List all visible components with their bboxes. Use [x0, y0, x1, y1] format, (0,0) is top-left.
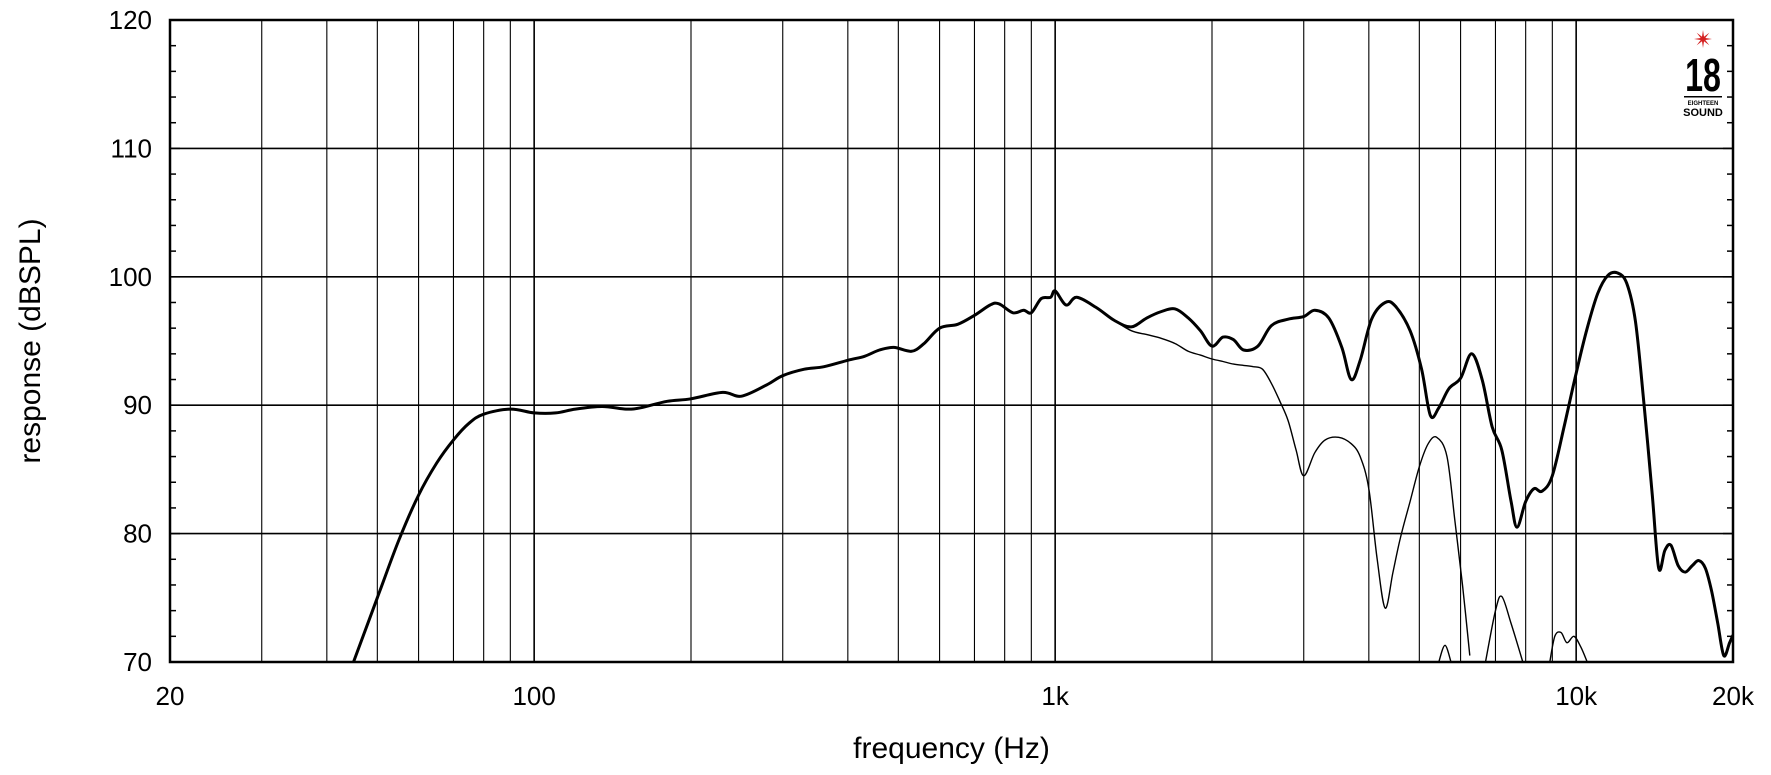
- x-axis-label: frequency (Hz): [853, 732, 1050, 765]
- x-tick-label: 20k: [1712, 681, 1755, 711]
- plot-frame: [168, 18, 1735, 664]
- logo-sound-text: SOUND: [1683, 107, 1723, 119]
- logo-number: 18: [1685, 50, 1721, 101]
- y-axis-label: response (dBSPL): [14, 218, 47, 463]
- series-line-thin: [1114, 319, 1471, 656]
- x-tick-label: 10k: [1555, 681, 1598, 711]
- series-line-thick: [352, 270, 1733, 662]
- series-layer: [352, 270, 1733, 662]
- y-tick-label: 90: [123, 390, 152, 420]
- series-line-thin-lobe: [1438, 644, 1452, 662]
- y-tick-label: 120: [109, 5, 152, 35]
- y-tick-label: 70: [123, 647, 152, 677]
- x-tick-label: 20: [156, 681, 185, 711]
- logo-star-icon: [1694, 30, 1712, 48]
- y-tick-label: 110: [111, 133, 152, 163]
- x-tick-label: 1k: [1041, 681, 1069, 711]
- y-tick-label: 100: [109, 262, 152, 292]
- series-line-thin-lobe: [1484, 595, 1524, 662]
- series-line-thin-lobe: [1549, 631, 1588, 662]
- tick-labels: 70 80 90 100 110 120 20 100 1k 10k 20k: [109, 5, 1755, 711]
- logo-eighteen-text: EIGHTEEN: [1688, 101, 1719, 107]
- logo-divider: [1684, 96, 1722, 98]
- eighteen-sound-logo: 18 EIGHTEEN SOUND: [1683, 30, 1723, 119]
- axis-ticks: [170, 19, 1733, 663]
- plot-grid: [170, 20, 1733, 662]
- x-tick-label: 100: [512, 681, 555, 711]
- y-tick-label: 80: [123, 519, 152, 549]
